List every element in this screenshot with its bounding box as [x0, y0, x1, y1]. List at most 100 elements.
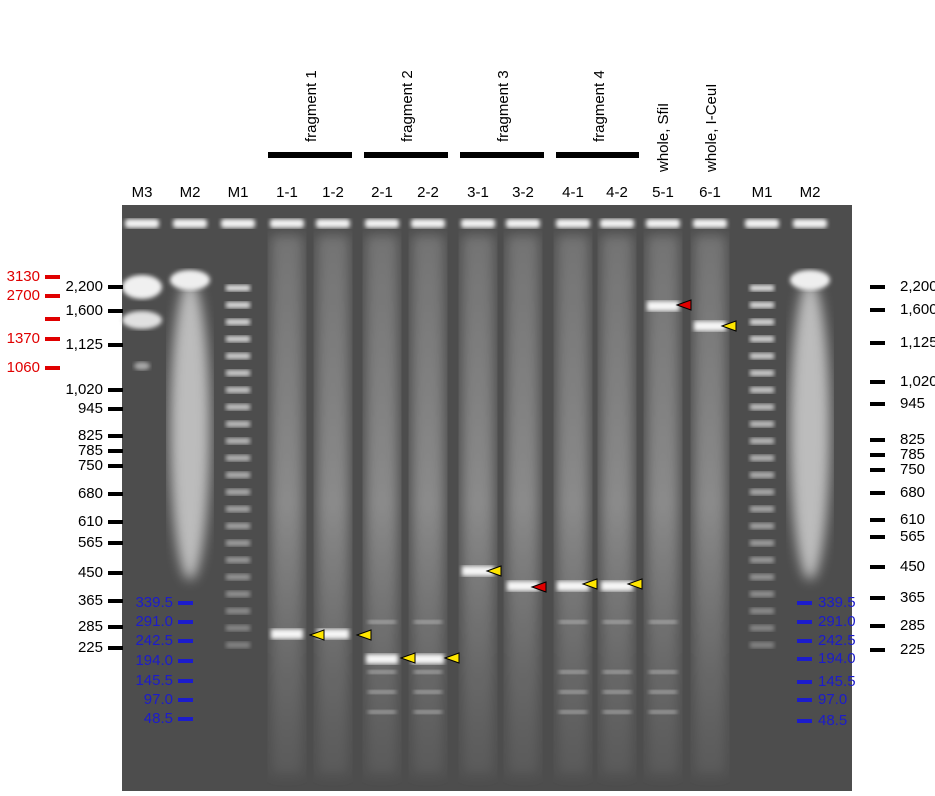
marker-label: 97.0 [818, 691, 847, 708]
group-bars [268, 152, 639, 158]
marker-label: 945 [900, 395, 925, 412]
band [507, 581, 539, 591]
arrowhead [399, 652, 416, 664]
well [693, 219, 727, 228]
band [462, 566, 494, 576]
smear [694, 235, 726, 775]
marker-tick [870, 624, 885, 628]
band [557, 581, 589, 591]
ladder-band [226, 625, 250, 631]
marker-tick [797, 639, 812, 643]
marker-label: 680 [900, 484, 925, 501]
marker-tick [797, 719, 812, 723]
band [649, 690, 677, 694]
lane-label: 1-1 [276, 184, 298, 201]
marker-tick [870, 468, 885, 472]
marker-tick [178, 620, 193, 624]
ladder-band [750, 540, 774, 546]
smear [647, 235, 679, 775]
well [411, 219, 445, 228]
well [316, 219, 350, 228]
marker-label: 825 [900, 431, 925, 448]
ladder-band [750, 489, 774, 495]
group-label: fragment 2 [399, 70, 416, 142]
well [506, 219, 540, 228]
well [745, 219, 779, 228]
marker-tick [870, 402, 885, 406]
marker-label: 1,600 [65, 302, 103, 319]
ladder-band [226, 285, 250, 291]
ladder-band [750, 455, 774, 461]
ladder-band [750, 438, 774, 444]
marker-tick [108, 388, 123, 392]
marker-tick [45, 366, 60, 370]
band [412, 654, 444, 664]
ladder-band [750, 387, 774, 393]
band [603, 670, 631, 674]
group-bar [364, 152, 448, 158]
marker-tick [45, 294, 60, 298]
ladder-band [750, 353, 774, 359]
marker-label: 145.5 [135, 672, 173, 689]
marker-tick [870, 308, 885, 312]
marker-label: 291.0 [135, 613, 173, 630]
marker-label: 750 [900, 461, 925, 478]
marker-tick [178, 698, 193, 702]
lane-label: 2-2 [417, 184, 439, 201]
marker-label: 145.5 [818, 673, 856, 690]
band [649, 670, 677, 674]
arrowheads [308, 299, 737, 664]
lane-label: M2 [180, 184, 201, 201]
band [790, 270, 830, 290]
group-bar [556, 152, 639, 158]
ladder-band [226, 591, 250, 597]
marker-tick [178, 659, 193, 663]
group-label: fragment 3 [495, 70, 512, 142]
band [601, 581, 633, 591]
band [271, 629, 303, 639]
marker-label: 565 [900, 528, 925, 545]
smear [790, 280, 830, 580]
ladder-band [750, 625, 774, 631]
smear [557, 235, 589, 775]
lane-label: M3 [132, 184, 153, 201]
ladder-band [226, 489, 250, 495]
marker-label: 285 [900, 617, 925, 634]
group-bar [268, 152, 352, 158]
marker-label: 285 [78, 618, 103, 635]
well [173, 219, 207, 228]
ladder-band [226, 574, 250, 580]
marker-label: 194.0 [135, 652, 173, 669]
marker-label: 2,200 [65, 278, 103, 295]
marker-label: 339.5 [135, 594, 173, 611]
marker-tick [797, 601, 812, 605]
marker-label: 48.5 [818, 712, 847, 729]
ladder-band [226, 523, 250, 529]
marker-tick [108, 625, 123, 629]
marker-tick [108, 285, 123, 289]
marker-label: 785 [78, 442, 103, 459]
ladder-band [750, 370, 774, 376]
marker-label: 291.0 [818, 613, 856, 630]
band [559, 670, 587, 674]
marker-label: 1,600 [900, 301, 935, 318]
marker-label: 825 [78, 427, 103, 444]
group-label: fragment 4 [591, 70, 608, 142]
ladder-band [750, 574, 774, 580]
marker-tick [45, 275, 60, 279]
arrowhead [443, 652, 460, 664]
marker-tick [797, 680, 812, 684]
lane-label: 6-1 [699, 184, 721, 201]
marker-label: 339.5 [818, 594, 856, 611]
band [603, 710, 631, 714]
well [600, 219, 634, 228]
marker-tick [797, 657, 812, 661]
ladder-band [750, 319, 774, 325]
marker-tick [108, 599, 123, 603]
marker-label: 750 [78, 457, 103, 474]
marker-label: 242.5 [135, 632, 173, 649]
marker-label: 1,125 [65, 336, 103, 353]
band [694, 321, 726, 331]
smear [507, 235, 539, 775]
